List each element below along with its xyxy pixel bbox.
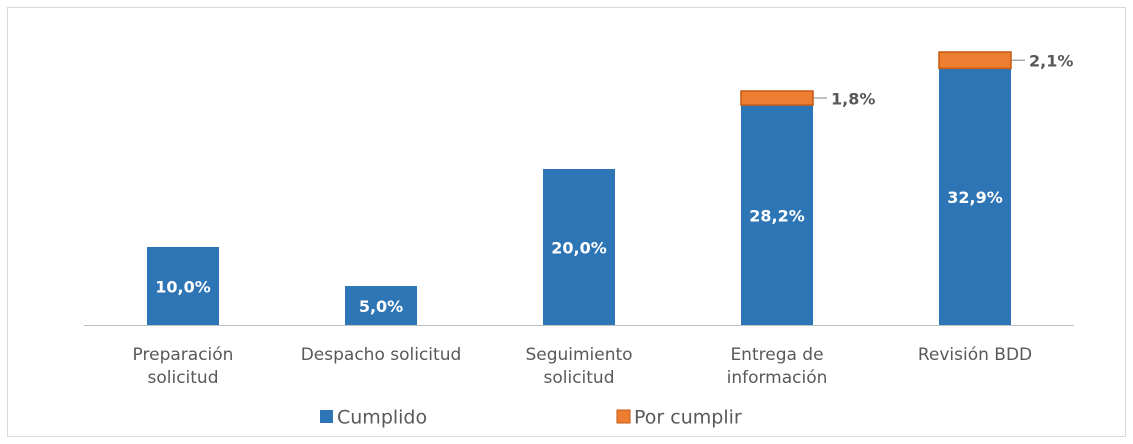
legend-swatch [616, 409, 631, 424]
legend-label: Por cumplir [634, 407, 742, 429]
data-label: 32,9% [947, 188, 1003, 207]
legend-label: Cumplido [337, 407, 427, 429]
bar-segment [939, 68, 1011, 325]
bar-segment [543, 169, 615, 325]
data-label: 2,1% [1029, 52, 1073, 71]
x-tick-label-line: Entrega de [730, 345, 823, 365]
data-label: 10,0% [155, 278, 211, 297]
data-label: 1,8% [831, 90, 875, 109]
x-tick-label: Despacho solicitud [301, 345, 462, 365]
x-tick-label-line: Preparación [133, 345, 234, 365]
x-tick-label: Revisión BDD [918, 345, 1032, 365]
bar-segment [147, 247, 219, 325]
x-tick-label: Preparación solicitud [133, 345, 234, 388]
x-tick-label-line: solicitud [543, 368, 614, 388]
x-tick-label: Seguimiento solicitud [525, 345, 632, 388]
bar-segment [740, 90, 814, 106]
data-label: 20,0% [551, 239, 607, 258]
x-tick-label-line: Seguimiento [525, 345, 632, 365]
bar-segment [345, 286, 417, 325]
x-tick-label-line: información [727, 368, 828, 388]
legend-swatch [320, 410, 333, 423]
data-label: 5,0% [359, 297, 403, 316]
bar-segment [741, 105, 813, 325]
x-tick-label: Entrega de información [727, 345, 828, 388]
x-tick-label-line: solicitud [147, 368, 218, 388]
bar-segment [938, 51, 1012, 70]
data-label: 28,2% [749, 207, 805, 226]
